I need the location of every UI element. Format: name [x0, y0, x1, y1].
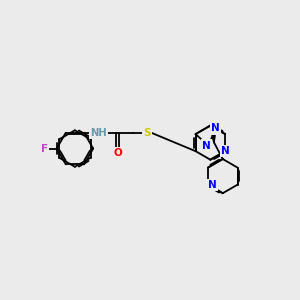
Text: NH: NH — [91, 128, 107, 138]
Text: S: S — [144, 128, 151, 138]
Text: N: N — [208, 180, 217, 190]
Text: N: N — [211, 124, 220, 134]
Text: N: N — [221, 146, 230, 156]
Text: F: F — [41, 143, 48, 154]
Text: O: O — [113, 148, 122, 158]
Text: N: N — [202, 140, 211, 151]
